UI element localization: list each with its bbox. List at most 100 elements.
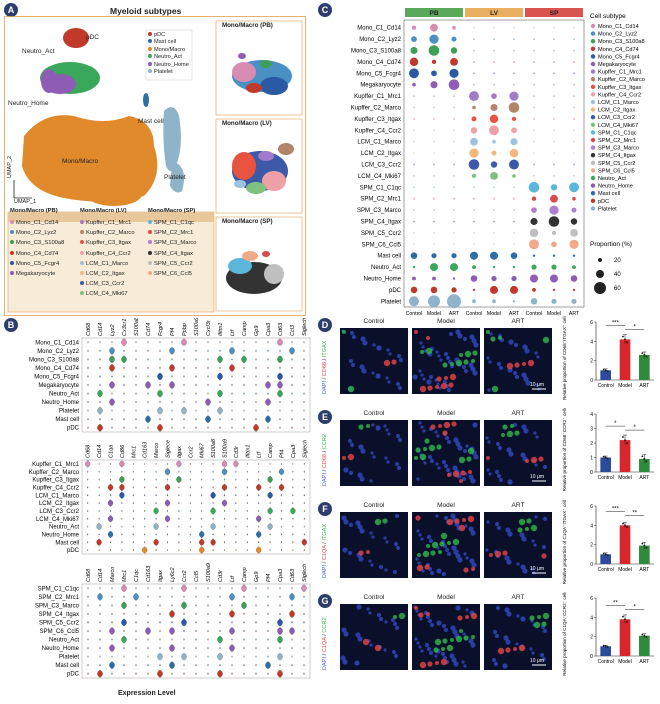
nucleus-dot xyxy=(497,445,503,451)
violin-shape xyxy=(97,423,103,432)
violin-shape xyxy=(98,533,100,536)
violin-shape xyxy=(123,349,125,352)
violin-shape xyxy=(123,409,125,412)
violin-shape xyxy=(132,509,134,513)
violin-shape xyxy=(144,478,146,481)
legend-label: SPM_C4_Itgax xyxy=(154,250,193,257)
violin-shape xyxy=(133,592,139,601)
violin-shape xyxy=(269,501,271,505)
violin-shape xyxy=(157,389,163,398)
micro-image xyxy=(340,420,408,486)
violin-shape xyxy=(267,409,269,412)
violin-shape xyxy=(171,621,173,624)
dotplot-dot xyxy=(473,72,475,75)
stain-spot xyxy=(472,350,478,356)
violin-shape xyxy=(219,341,221,344)
violin-shape xyxy=(147,604,149,607)
violin-shape xyxy=(303,462,305,466)
violin-shape xyxy=(277,635,283,644)
nucleus-dot xyxy=(519,532,525,538)
stain-spot xyxy=(347,453,355,461)
violin-gene-label: Cpa3 xyxy=(266,322,272,336)
violin-shape xyxy=(109,644,115,653)
violin-shape xyxy=(223,548,226,552)
violin-shape xyxy=(195,646,197,650)
stain-spot xyxy=(427,661,433,667)
violin-shape xyxy=(279,400,281,404)
violin-shape xyxy=(111,341,113,344)
stain-spot xyxy=(518,644,526,652)
nucleus-dot xyxy=(488,360,492,364)
nucleus-dot xyxy=(359,476,365,482)
dotplot-dot xyxy=(508,102,520,113)
subtype-table-header: Mono/Macro (SP) xyxy=(148,208,196,214)
stain-spot xyxy=(471,567,475,571)
nucleus-dot xyxy=(488,472,492,476)
dotplot-dot xyxy=(493,61,495,63)
violin-shape xyxy=(109,363,115,372)
data-point xyxy=(641,352,644,355)
violin-shape xyxy=(153,538,159,546)
nucleus-dot xyxy=(472,370,478,376)
nucleus-dot xyxy=(494,469,500,475)
nucleus-dot xyxy=(418,645,422,649)
stain-spot xyxy=(439,541,445,547)
dotplot-dot xyxy=(533,152,535,155)
dotplot-legend-label: pDC xyxy=(598,199,609,205)
nucleus-dot xyxy=(362,340,368,346)
subtype-table-item: Mono_C1_Cd14 xyxy=(10,220,58,226)
dotplot-legend-dot xyxy=(590,77,596,82)
violin-gene-label: Ccl5 xyxy=(194,570,200,582)
dotplot-dot xyxy=(513,220,515,223)
violin-shape xyxy=(132,548,134,552)
violin-shape xyxy=(267,604,269,607)
violin-row-label: pDC xyxy=(67,426,80,432)
violin-shape xyxy=(219,587,221,590)
bar-chart-tick-label: 6 xyxy=(590,320,593,326)
stain-spot xyxy=(420,350,424,354)
nucleus-dot xyxy=(370,451,374,455)
violin-shape xyxy=(99,358,101,361)
data-point xyxy=(643,544,646,547)
legend-label: LCM_C3_Ccr2 xyxy=(86,281,125,288)
violin-shape xyxy=(195,358,197,361)
violin-shape xyxy=(99,375,101,378)
legend-label: LCM_C2_Itgax xyxy=(86,271,125,277)
dotplot-dot xyxy=(533,26,535,29)
nucleus-dot xyxy=(496,473,502,479)
violin-shape xyxy=(246,517,248,520)
violin-shape xyxy=(99,664,101,667)
nucleus-dot xyxy=(514,374,520,380)
dotplot-dot xyxy=(453,232,455,234)
violin-shape xyxy=(195,604,197,607)
violin-shape xyxy=(255,375,257,378)
violin-shape xyxy=(87,509,89,513)
legend-dot xyxy=(148,220,152,224)
violin-shape xyxy=(155,517,157,520)
nucleus-dot xyxy=(455,441,461,447)
dotplot-dot xyxy=(573,140,575,143)
tissue-header-label: LV xyxy=(490,10,498,17)
violin-shape xyxy=(99,621,101,624)
nucleus-dot xyxy=(452,629,458,635)
violin-shape xyxy=(243,672,245,675)
dotplot-condition-label: ART xyxy=(449,311,460,316)
dotplot-dot xyxy=(473,83,475,86)
subtype-table-item: SPM_C2_Mrc1 xyxy=(148,230,193,236)
violin-shape xyxy=(155,533,157,536)
stain-spot xyxy=(419,453,427,461)
subtype-table-item: Kupffer_C3_Itgax xyxy=(80,240,131,246)
violin-gene-label: Cd14 xyxy=(97,445,103,458)
stain-spot xyxy=(468,470,472,474)
dotplot-dot xyxy=(513,243,515,246)
stain-spot xyxy=(455,359,463,367)
stain-spot xyxy=(446,518,454,526)
violin-shape xyxy=(159,612,161,616)
nucleus-dot xyxy=(384,456,388,460)
stain-spot xyxy=(435,661,439,665)
violin-gene-label: Ccr2 xyxy=(182,570,188,582)
dotplot-dot xyxy=(473,38,475,40)
violin-shape xyxy=(219,400,221,404)
violin-shape xyxy=(235,533,237,536)
dotplot-dot xyxy=(449,68,459,78)
